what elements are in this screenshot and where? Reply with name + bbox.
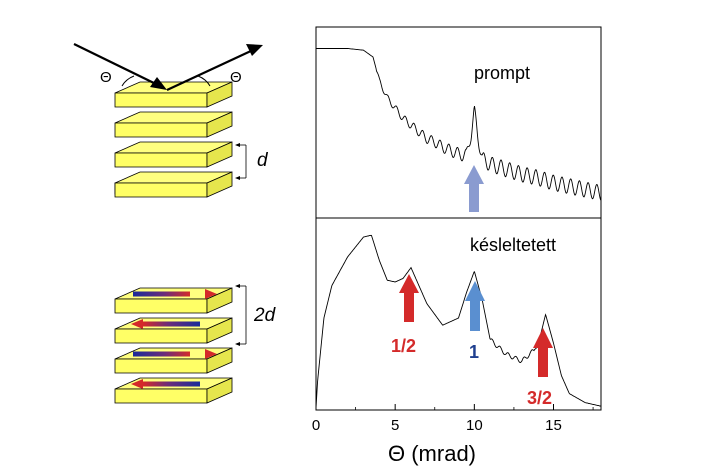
peak-arrow-half bbox=[399, 274, 419, 322]
layer-slab bbox=[114, 377, 233, 404]
magnetization-right-arrow-icon bbox=[133, 289, 217, 299]
layer-slab bbox=[114, 141, 233, 168]
peak-arrow-one bbox=[465, 281, 485, 331]
curve-prompt bbox=[316, 48, 602, 201]
magnetization-right-arrow-icon bbox=[133, 349, 217, 359]
spacing-bracket-2d: 2d bbox=[235, 284, 277, 346]
peak-arrow-prompt bbox=[464, 165, 484, 212]
arrowhead-icon bbox=[246, 44, 263, 56]
magnetization-left-arrow-icon bbox=[131, 379, 200, 389]
peak-label-half: 1/2 bbox=[391, 336, 416, 356]
x-axis-title: Θ (mrad) bbox=[388, 441, 476, 466]
magnetization-left-arrow-icon bbox=[131, 319, 200, 329]
layer-slab bbox=[114, 171, 233, 198]
peak-label-three-half: 3/2 bbox=[527, 388, 552, 408]
x-tick-label: 10 bbox=[466, 417, 483, 434]
layer-slab bbox=[114, 317, 233, 344]
arrowhead-icon bbox=[150, 77, 167, 90]
panel-label-prompt: prompt bbox=[474, 63, 530, 83]
panel-label-delayed: késleltetett bbox=[470, 235, 556, 255]
spacing-bracket-d: d bbox=[235, 143, 269, 180]
multilayer-d bbox=[114, 81, 233, 198]
x-tick-label: 5 bbox=[391, 417, 399, 434]
layer-slab bbox=[114, 287, 233, 314]
angle-label-incident: Θ bbox=[100, 69, 112, 86]
x-tick-label: 15 bbox=[545, 417, 562, 434]
xray-beam: Θ Θ bbox=[73, 43, 263, 91]
multilayer-2d bbox=[114, 287, 233, 404]
x-tick-label: 0 bbox=[312, 417, 320, 434]
layer-slab bbox=[114, 81, 233, 108]
layer-slab bbox=[114, 111, 233, 138]
x-axis: 0 5 10 15 bbox=[312, 404, 594, 434]
peak-arrow-three-half bbox=[533, 328, 553, 377]
curve-delayed bbox=[315, 234, 602, 409]
spacing-label-d: d bbox=[257, 150, 269, 171]
layer-slab bbox=[114, 347, 233, 374]
spacing-label-2d: 2d bbox=[253, 305, 277, 326]
peak-label-one: 1 bbox=[469, 342, 479, 362]
chart: prompt késleltetett 0 5 10 15 Θ (mrad) 1/2 … bbox=[312, 26, 602, 466]
angle-label-reflected: Θ bbox=[230, 69, 242, 86]
